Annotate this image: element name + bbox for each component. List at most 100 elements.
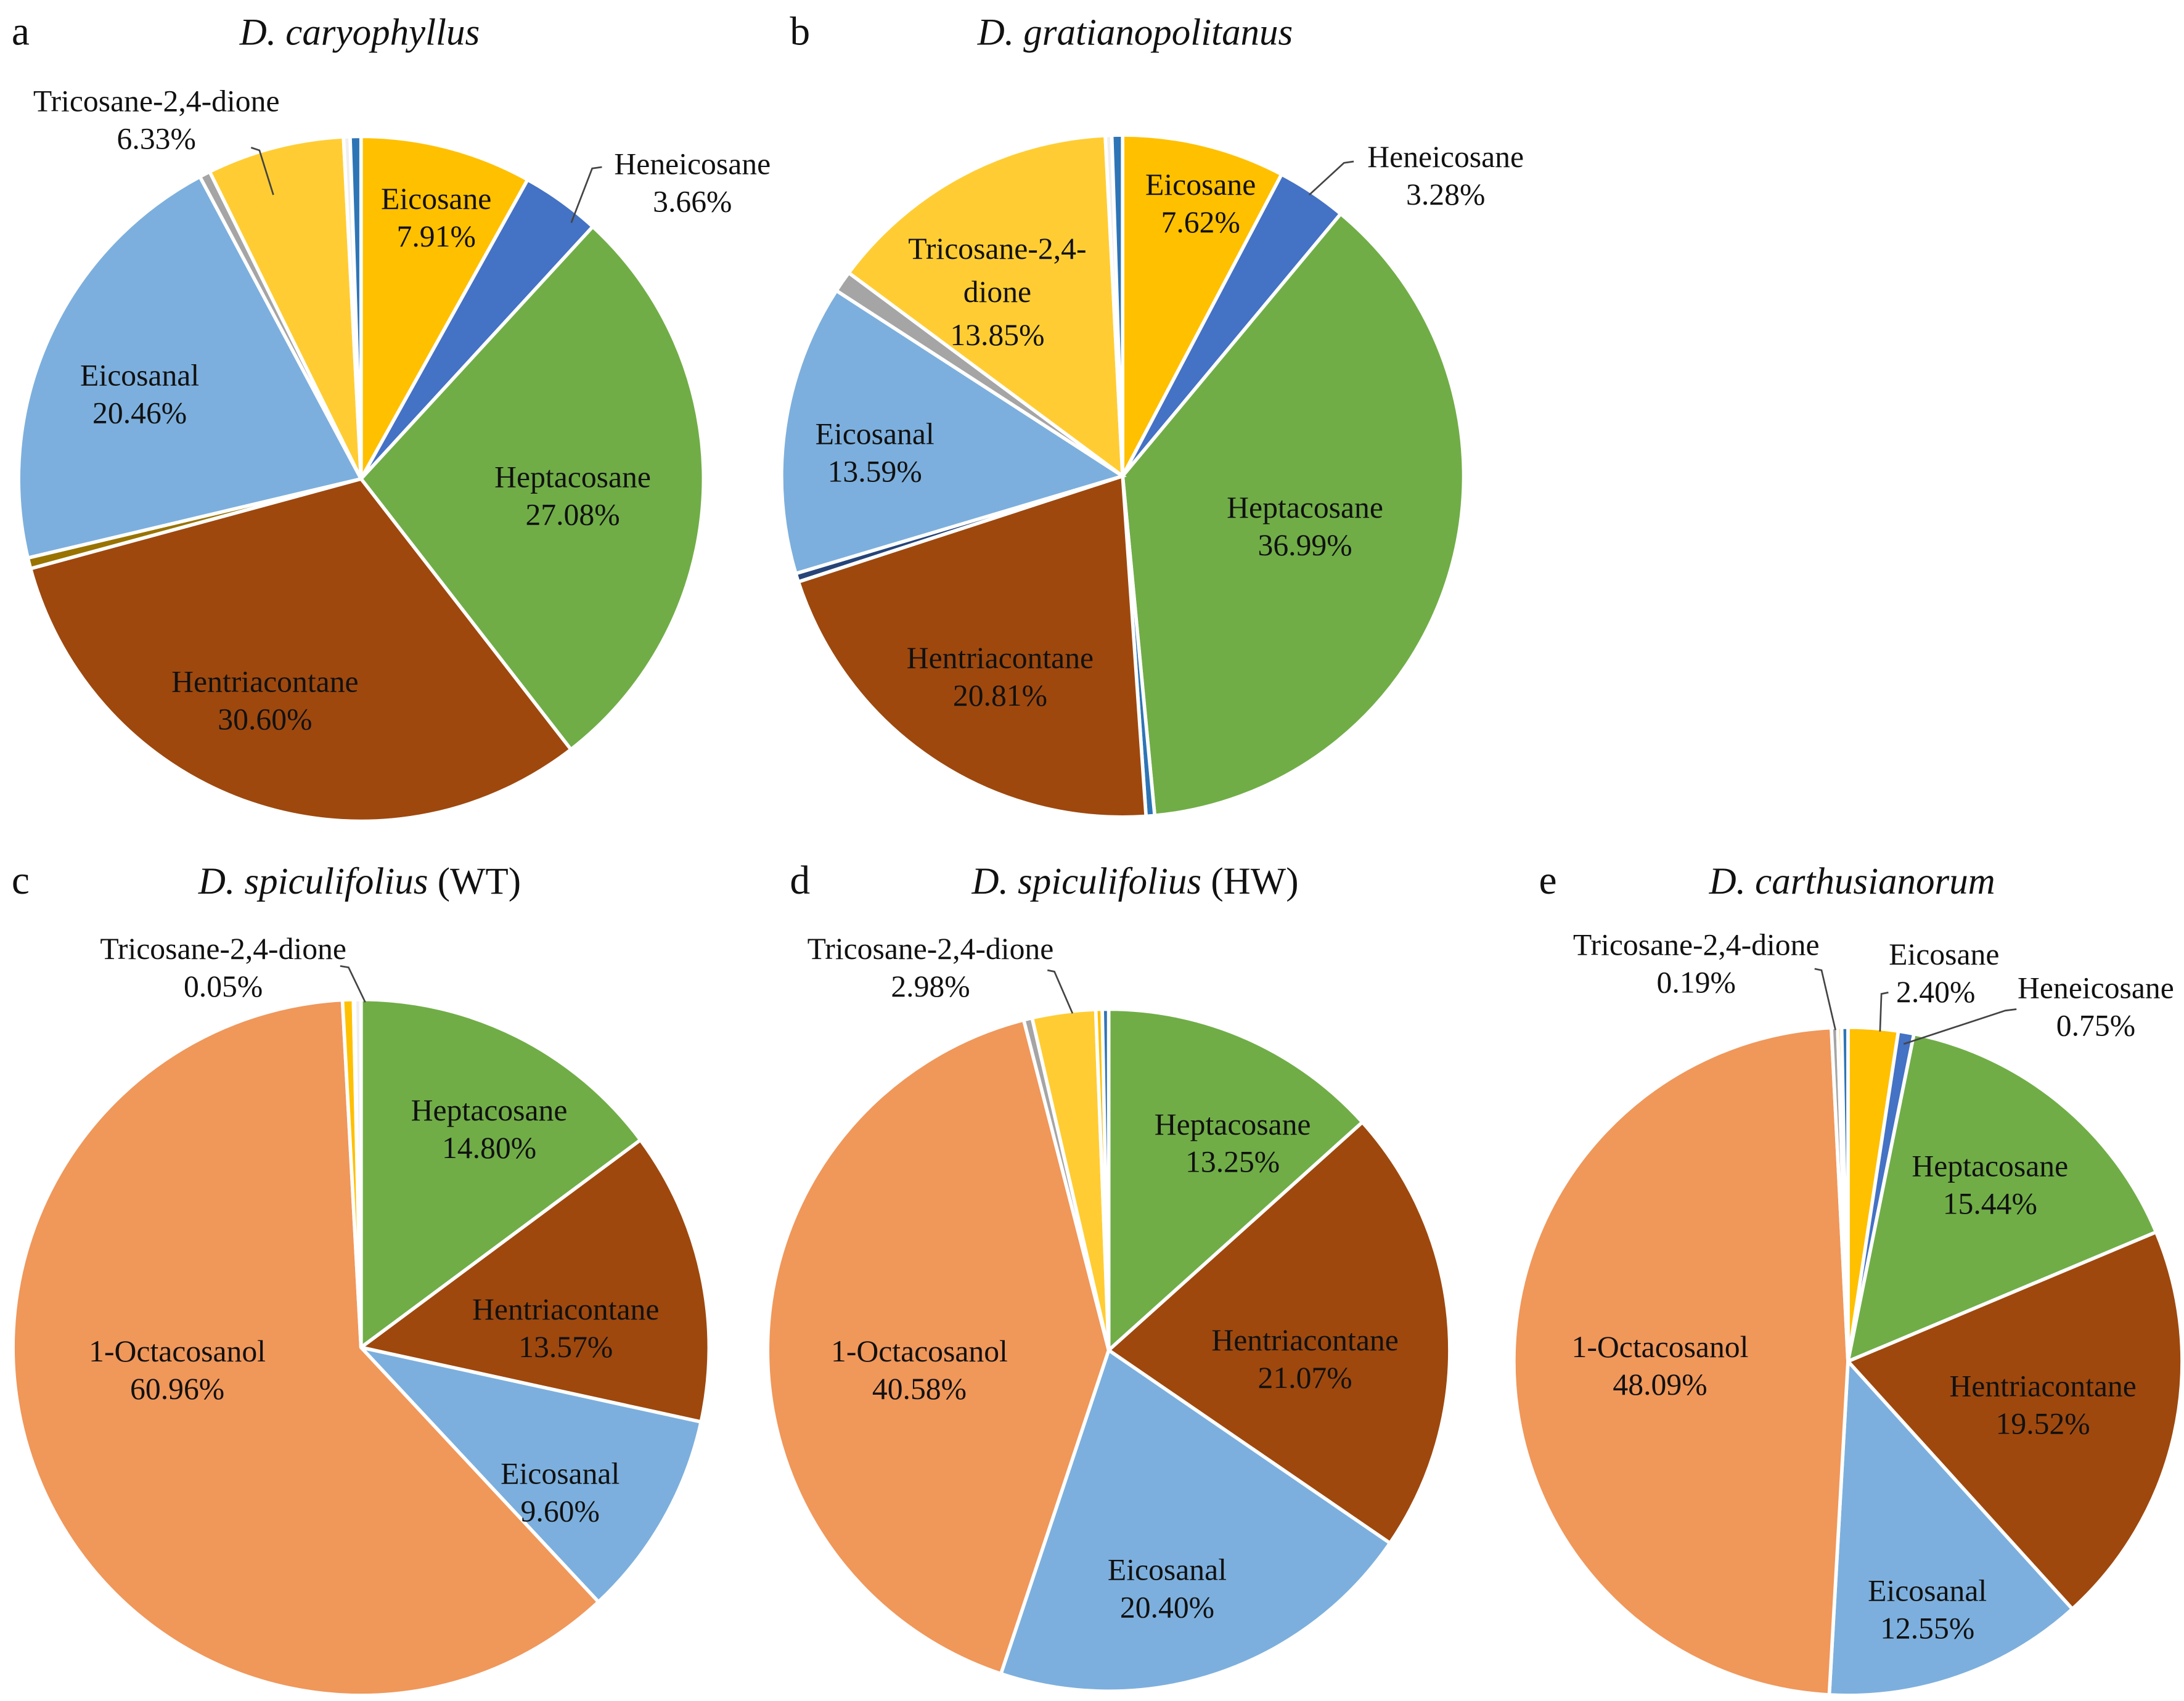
pie-slice-heptacosane — [1846, 1032, 2159, 1364]
slice-value: 0.05% — [184, 969, 263, 1003]
slice-name: dione — [963, 275, 1031, 309]
slice-value: 20.40% — [1120, 1590, 1214, 1624]
slice-name: Heptacosane — [1155, 1107, 1311, 1141]
slice-value: 13.85% — [950, 318, 1044, 352]
slice-name: Tricosane-2,4- — [908, 232, 1086, 266]
slice-label: 1-Octacosanol 60.96% — [89, 1334, 266, 1406]
slice-value: 19.52% — [1996, 1406, 2090, 1440]
slice-name: Heptacosane — [1227, 491, 1383, 524]
pie-slice-unlabeled — [1110, 133, 1125, 476]
pie-slice-eicosanal — [780, 288, 1127, 576]
pie-slice-eicosanal — [17, 174, 364, 560]
slice-name: Eicosanal — [1868, 1573, 1987, 1607]
slice-name: Eicosane — [381, 182, 491, 216]
slice-name: Eicosane — [1889, 937, 1999, 971]
slice-name: Tricosane-2,4-dione — [808, 932, 1054, 966]
slice-name: Heneicosane — [614, 147, 771, 181]
slice-label: Tricosane-2,4- dione 13.85% — [908, 232, 1086, 352]
slice-value: 60.96% — [130, 1372, 224, 1406]
pie-panel-e: e D. carthusianorum Eicosane 2.40% Heneicosa… — [1512, 859, 2184, 1697]
slice-value: 0.75% — [2056, 1008, 2135, 1042]
slice-value: 2.98% — [891, 969, 970, 1003]
slice-label: Tricosane-2,4-dione 0.19% — [1573, 928, 1820, 999]
slice-value: 48.09% — [1613, 1368, 1707, 1401]
slice-label: Heptacosane 13.25% — [1155, 1107, 1311, 1179]
slice-name: Eicosanal — [1108, 1553, 1227, 1587]
pie-title: D. spiculifolius (WT) — [198, 861, 521, 902]
slice-value: 3.66% — [653, 184, 732, 218]
slice-value: 21.07% — [1258, 1361, 1352, 1395]
slice-value: 20.46% — [92, 396, 187, 430]
pie-title: D. spiculifolius (HW) — [971, 861, 1298, 902]
pie-slice-eicosanal — [1827, 1357, 2075, 1697]
pie-slice-unlabeled — [348, 134, 363, 479]
slice-label: Eicosanal 9.60% — [501, 1457, 620, 1528]
pie-slice-eicosanal — [999, 1347, 1393, 1694]
slice-value: 6.33% — [117, 122, 196, 156]
slice-value: 14.80% — [442, 1131, 536, 1165]
slice-name: Tricosane-2,4-dione — [100, 932, 346, 966]
pie-slice-1-octacosanol — [1512, 1026, 1850, 1697]
pie-slice-hentriacontane — [28, 476, 574, 823]
slice-label: Eicosanal 12.55% — [1868, 1573, 1987, 1645]
slice-name: Eicosanal — [816, 417, 935, 451]
slice-name: Eicosane — [1145, 168, 1256, 202]
leader-line — [1903, 1008, 2017, 1045]
leader-line — [250, 147, 274, 195]
slice-name: 1-Octacosanol — [831, 1334, 1008, 1368]
slice-value: 3.28% — [1406, 177, 1485, 211]
slice-label: Hentriacontane 30.60% — [171, 665, 358, 736]
slice-name: Hentriacontane — [1211, 1323, 1398, 1357]
slice-name: Tricosane-2,4-dione — [33, 84, 280, 118]
slice-value: 0.19% — [1657, 965, 1736, 999]
pie-slice-tricosane-2-4-dione — [846, 133, 1125, 480]
slice-label: 1-Octacosanol 48.09% — [1572, 1330, 1749, 1401]
slice-value: 20.81% — [953, 679, 1047, 712]
slice-name: Hentriacontane — [472, 1292, 659, 1326]
slice-name: Heptacosane — [1912, 1149, 2068, 1183]
slice-name: Heneicosane — [2018, 971, 2174, 1005]
slice-value: 15.44% — [1943, 1186, 2037, 1220]
slice-label: Hentriacontane 20.81% — [907, 641, 1094, 712]
pie-slice-unlabeled — [353, 997, 363, 1348]
slice-value: 9.60% — [521, 1495, 600, 1528]
pie-panel-d: d D. spiculifolius (HW)Heptacosane13.25%H… — [766, 859, 1452, 1694]
slice-name: Hentriacontane — [907, 641, 1094, 675]
pie-panel-c: c D. spiculifolius (WT)Heptacosane14.80%H… — [11, 859, 711, 1697]
slice-label: Tricosane-2,4-dione 6.33% — [33, 84, 280, 156]
slice-value: 13.57% — [518, 1330, 613, 1364]
pie-title: D. gratianopolitanus — [977, 12, 1293, 53]
pie-slice-hentriacontane — [1106, 1119, 1452, 1546]
panel-letter: b — [790, 9, 810, 54]
slice-value: 27.08% — [525, 497, 620, 531]
pie-slice-heptacosane — [359, 224, 706, 753]
slice-value: 30.60% — [218, 703, 312, 736]
pie-slice-heptacosane — [1121, 211, 1466, 818]
slice-value: 13.25% — [1185, 1145, 1280, 1179]
slice-value: 12.55% — [1880, 1611, 1974, 1645]
panel-letter: e — [1539, 859, 1557, 903]
slice-name: Hentriacontane — [171, 665, 358, 699]
pie-slice-1-octacosanol — [11, 998, 601, 1697]
slice-name: Eicosanal — [501, 1457, 620, 1491]
pie-slice-heptacosane — [1106, 1007, 1365, 1355]
pie-slice-hentriacontane — [796, 473, 1148, 819]
leader-line — [1814, 968, 1836, 1030]
slice-name: 1-Octacosanol — [1572, 1330, 1749, 1364]
slice-label: Hentriacontane 21.07% — [1211, 1323, 1398, 1395]
pie-slice-eicosane — [359, 134, 530, 486]
pie-slice-1-octacosanol — [766, 1018, 1111, 1676]
leader-line — [340, 965, 366, 1003]
slice-value: 7.91% — [397, 219, 476, 253]
slice-value: 13.59% — [828, 454, 922, 488]
slice-label: Eicosane 2.40% — [1889, 937, 1999, 1009]
pie-slice-unlabeled — [1839, 1026, 1850, 1361]
